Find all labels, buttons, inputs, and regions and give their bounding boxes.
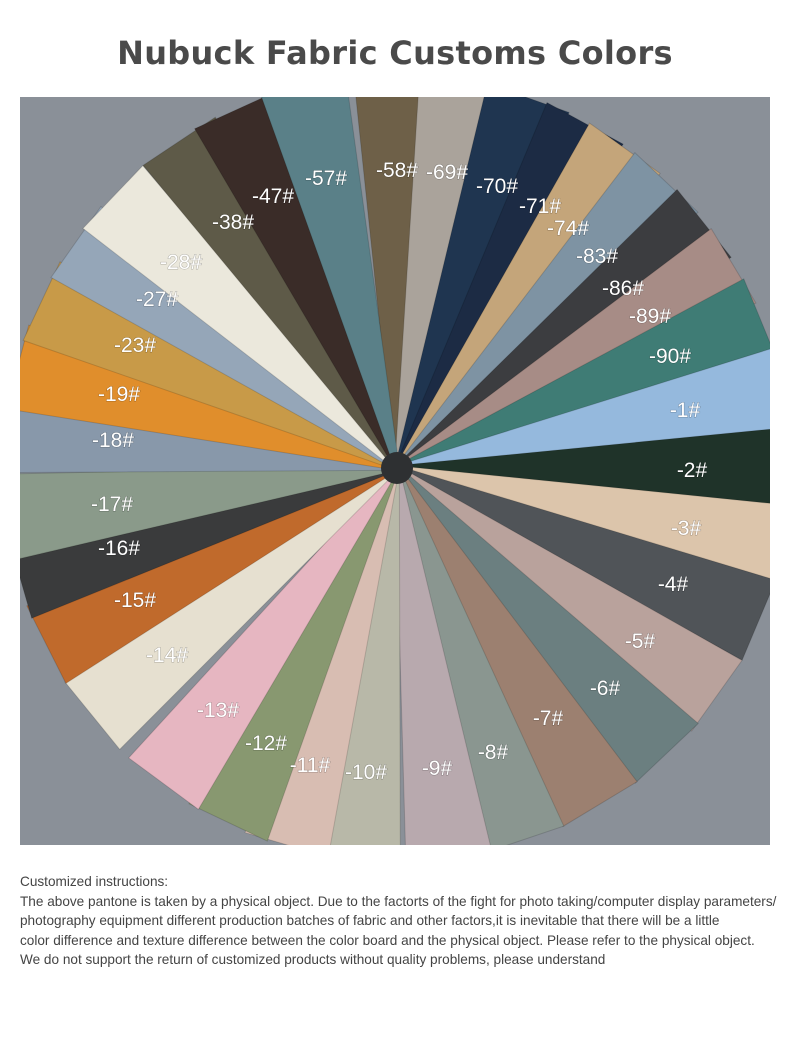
fabric-swatch-fan-photo: -58# -69# -70#-71#-74# -83# -86# -89# -90# -1# -… — [20, 97, 770, 845]
swatch-label: -4# — [658, 573, 689, 596]
swatch-label: -14# — [146, 644, 188, 667]
swatch-label: -12# — [245, 732, 287, 755]
swatch-label: -16# — [98, 537, 140, 560]
swatch-label: -27# — [136, 288, 178, 311]
swatch-label: -3# — [671, 517, 702, 540]
swatch-label: -17# — [91, 493, 133, 516]
swatch-label: -74# — [547, 217, 589, 240]
swatch-label: -13# — [197, 699, 239, 722]
swatch-label: -10# — [345, 761, 387, 784]
swatch-label: -28# — [160, 251, 202, 274]
swatch-label: -90# — [649, 345, 691, 368]
swatch-label: -15# — [114, 589, 156, 612]
swatch-label: -2# — [677, 459, 708, 482]
swatch-label: -19# — [98, 383, 140, 406]
swatch-label: -8# — [478, 741, 509, 764]
swatch-label: -58# — [376, 159, 418, 182]
notes-heading: Customized instructions: — [20, 874, 169, 889]
swatch-label: -9# — [422, 757, 453, 780]
page-title: Nubuck Fabric Customs Colors — [117, 34, 673, 72]
swatch-label: -7# — [533, 707, 564, 730]
swatch-label: -70# — [476, 175, 518, 198]
swatch-label: -1# — [670, 399, 701, 422]
swatch-label: -86# — [602, 277, 644, 300]
swatch-label: -89# — [629, 305, 671, 328]
swatch-label: -38# — [212, 211, 254, 234]
swatch-label: -83# — [576, 245, 618, 268]
notes-line: color difference and texture difference … — [20, 932, 755, 948]
swatch-label: -5# — [625, 630, 656, 653]
swatch-label: -23# — [114, 334, 156, 357]
swatch-label: -57# — [305, 167, 347, 190]
swatch-label: -69# — [426, 161, 468, 184]
notes-line: We do not support the return of customiz… — [20, 952, 606, 967]
swatch-label: -6# — [590, 677, 621, 700]
fan-center-rivet — [381, 452, 413, 484]
notes-line: The above pantone is taken by a physical… — [20, 893, 777, 909]
swatch-label: -47# — [252, 185, 294, 208]
customization-notes: Customized instructions: The above panto… — [20, 872, 785, 970]
swatch-label: -71# — [519, 195, 561, 218]
notes-line: photography equipment different producti… — [20, 913, 720, 928]
swatch-label: -18# — [92, 429, 134, 452]
swatch-label: -11# — [290, 754, 331, 777]
